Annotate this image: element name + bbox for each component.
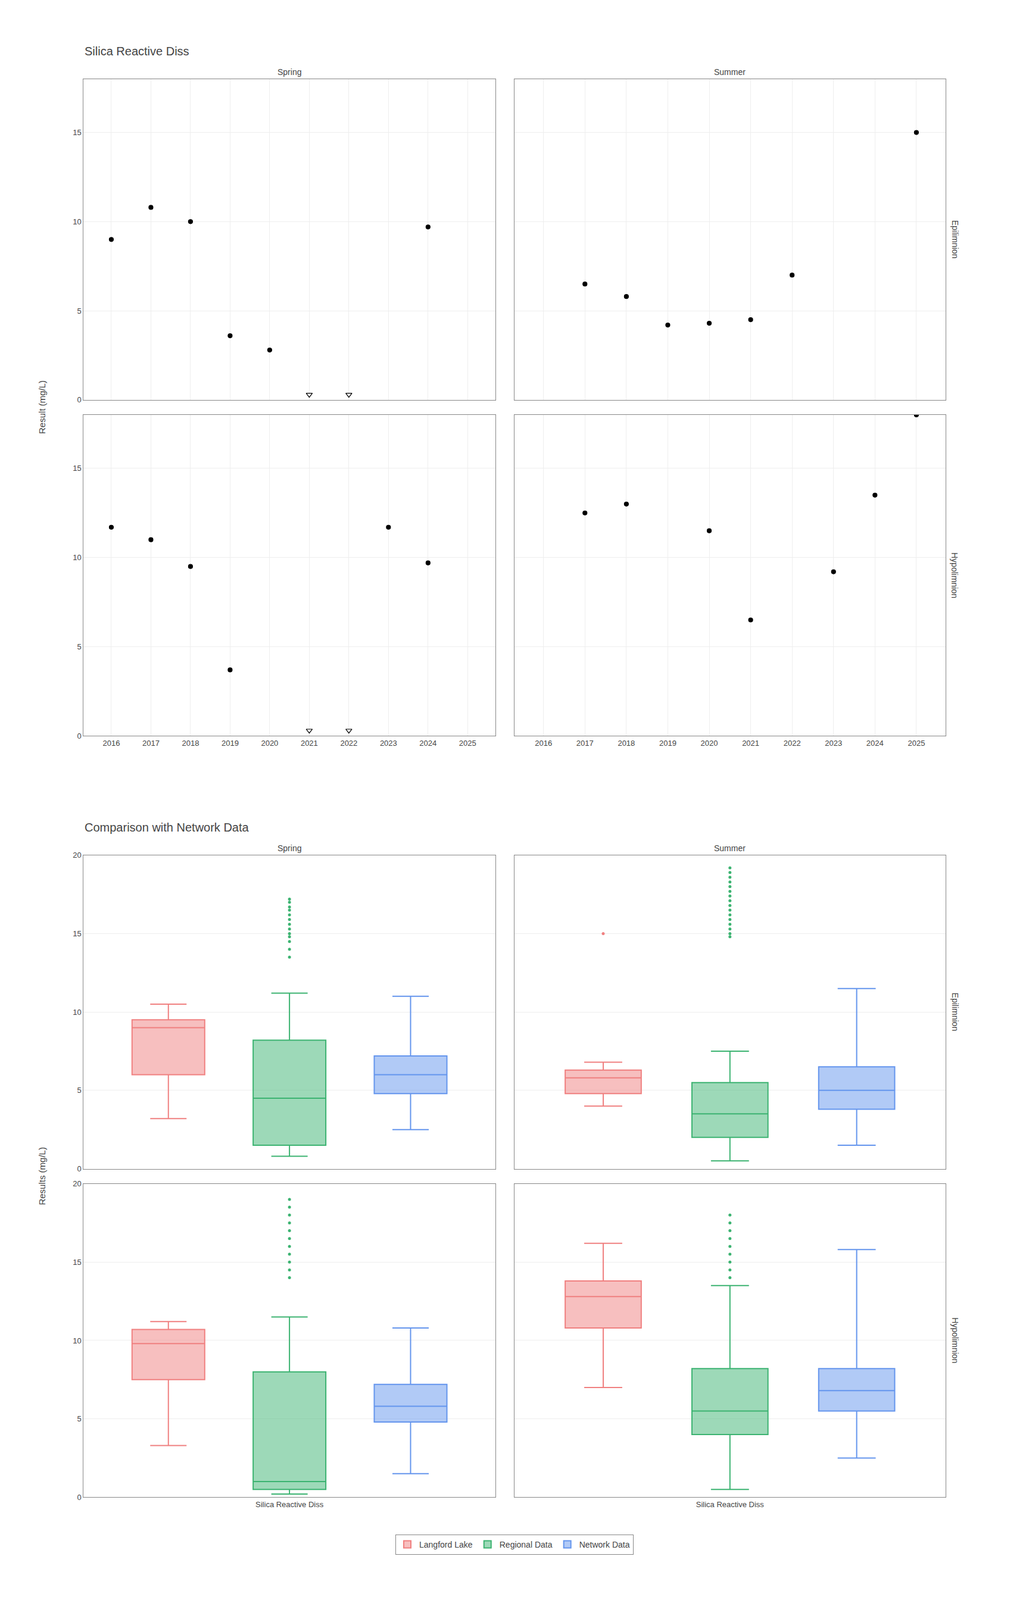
svg-text:0: 0 xyxy=(77,395,82,405)
svg-text:2024: 2024 xyxy=(419,738,437,748)
svg-text:Langford Lake: Langford Lake xyxy=(419,1540,473,1551)
svg-text:5: 5 xyxy=(77,1414,82,1424)
svg-text:Regional Data: Regional Data xyxy=(499,1540,553,1551)
svg-text:Hypolimnion: Hypolimnion xyxy=(949,552,960,599)
svg-text:Epilimnion: Epilimnion xyxy=(950,220,960,260)
svg-text:2021: 2021 xyxy=(741,738,760,748)
svg-text:10: 10 xyxy=(72,217,81,227)
svg-text:2022: 2022 xyxy=(340,738,358,748)
svg-text:15: 15 xyxy=(72,128,81,137)
svg-text:20: 20 xyxy=(72,1179,81,1189)
svg-text:5: 5 xyxy=(77,642,82,652)
svg-text:5: 5 xyxy=(77,1086,82,1096)
svg-text:2016: 2016 xyxy=(534,738,553,748)
svg-text:2021: 2021 xyxy=(300,738,318,748)
svg-text:Result (mg/L): Result (mg/L) xyxy=(36,380,48,435)
svg-text:2025: 2025 xyxy=(907,738,925,748)
svg-text:2020: 2020 xyxy=(700,738,719,748)
svg-text:10: 10 xyxy=(72,1336,81,1346)
svg-text:2023: 2023 xyxy=(379,738,398,748)
svg-text:10: 10 xyxy=(72,553,81,563)
svg-text:0: 0 xyxy=(77,1493,82,1503)
svg-text:10: 10 xyxy=(72,1008,81,1018)
svg-text:2019: 2019 xyxy=(221,738,239,748)
svg-text:2018: 2018 xyxy=(181,738,199,748)
svg-text:20: 20 xyxy=(72,850,81,860)
svg-text:2019: 2019 xyxy=(659,738,677,748)
svg-text:Silica Reactive Diss: Silica Reactive Diss xyxy=(696,1500,765,1510)
svg-text:Spring: Spring xyxy=(277,67,302,77)
svg-text:Epilimnion: Epilimnion xyxy=(950,993,960,1032)
svg-text:Summer: Summer xyxy=(713,843,746,854)
svg-text:2024: 2024 xyxy=(866,738,884,748)
svg-text:15: 15 xyxy=(72,929,81,939)
svg-text:2023: 2023 xyxy=(824,738,843,748)
svg-text:2017: 2017 xyxy=(142,738,160,748)
svg-text:2017: 2017 xyxy=(576,738,594,748)
svg-text:Comparison with Network Data: Comparison with Network Data xyxy=(84,821,250,835)
svg-text:2016: 2016 xyxy=(102,738,120,748)
svg-text:Summer: Summer xyxy=(713,67,746,77)
svg-text:2025: 2025 xyxy=(459,738,477,748)
svg-text:0: 0 xyxy=(77,1164,82,1174)
svg-text:15: 15 xyxy=(72,1258,81,1268)
svg-text:Results (mg/L): Results (mg/L) xyxy=(36,1147,48,1206)
svg-text:15: 15 xyxy=(72,463,81,473)
svg-text:Hypolimnion: Hypolimnion xyxy=(950,1317,960,1364)
svg-text:Silica Reactive Diss: Silica Reactive Diss xyxy=(255,1500,324,1510)
svg-text:2022: 2022 xyxy=(783,738,801,748)
svg-text:2020: 2020 xyxy=(260,738,279,748)
svg-text:Network Data: Network Data xyxy=(579,1540,631,1551)
svg-text:Spring: Spring xyxy=(277,843,302,854)
svg-text:0: 0 xyxy=(77,731,82,741)
svg-text:2018: 2018 xyxy=(617,738,635,748)
svg-text:5: 5 xyxy=(77,306,82,316)
svg-text:Silica Reactive Diss: Silica Reactive Diss xyxy=(84,44,190,58)
